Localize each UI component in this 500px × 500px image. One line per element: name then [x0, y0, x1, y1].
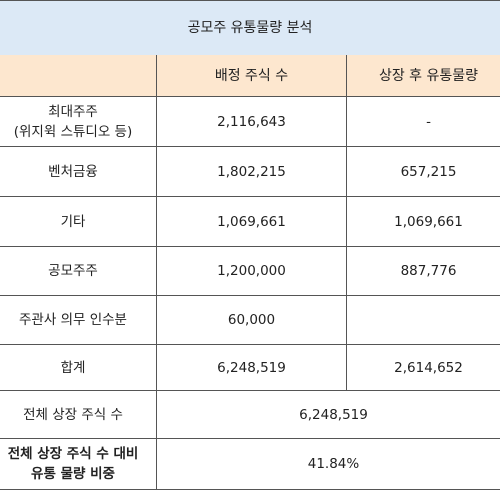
table-title[interactable]: 공모주 유통물량 분석 — [187, 20, 313, 36]
allotted-cell[interactable]: 1,200,000 — [157, 247, 347, 295]
allotted-cell[interactable]: 60,000 — [157, 296, 347, 344]
float-ratio-value[interactable]: 41.84% — [307, 456, 360, 472]
table-row: 기타 1,069,661 1,069,661 — [0, 197, 500, 247]
row-label-cell[interactable]: 최대주주 (위지윅 스튜디오 등) — [0, 97, 157, 146]
total-listed-row: 전체 상장 주식 수 6,248,519 — [0, 391, 500, 439]
allotted-cell[interactable]: 1,802,215 — [157, 147, 347, 196]
header-blank-cell[interactable] — [0, 55, 157, 96]
float-cell[interactable]: - — [426, 113, 431, 130]
row-label-cell[interactable]: 공모주주 — [0, 247, 157, 295]
float-ratio-label-line1: 전체 상장 주식 수 대비 — [7, 446, 139, 462]
row-label-cell[interactable]: 합계 — [0, 345, 157, 390]
float-ratio-row: 전체 상장 주식 수 대비 유통 물량 비중 41.84% — [0, 439, 500, 490]
table-title-row: 공모주 유통물량 분석 — [0, 0, 500, 56]
float-cell[interactable]: 657,215 — [400, 163, 457, 180]
row-label-cell[interactable]: 기타 — [0, 197, 157, 246]
total-listed-value[interactable]: 6,248,519 — [299, 406, 368, 423]
header-float-after-listing[interactable]: 상장 후 유통물량 — [378, 67, 479, 84]
float-cell[interactable] — [347, 296, 500, 344]
table-row: 주관사 의무 인수분 60,000 — [0, 296, 500, 345]
row-label-cell[interactable]: 주관사 의무 인수분 — [0, 296, 157, 344]
row-label-line1: 최대주주 — [48, 103, 98, 120]
float-cell[interactable]: 1,069,661 — [394, 213, 463, 230]
total-listed-label[interactable]: 전체 상장 주식 수 — [0, 391, 157, 438]
float-cell[interactable]: 2,614,652 — [394, 359, 463, 376]
row-label-cell[interactable]: 벤처금융 — [0, 147, 157, 196]
allotted-cell[interactable]: 2,116,643 — [157, 97, 347, 146]
float-ratio-label-line2: 유통 물량 비중 — [31, 466, 115, 482]
table-row: 최대주주 (위지윅 스튜디오 등) 2,116,643 - — [0, 97, 500, 147]
row-label-line2: (위지윅 스튜디오 등) — [13, 123, 133, 140]
header-row: 배정 주식 수 상장 후 유통물량 — [0, 55, 500, 97]
header-allotted-shares[interactable]: 배정 주식 수 — [157, 55, 347, 96]
table-row: 벤처금융 1,802,215 657,215 — [0, 147, 500, 197]
allotted-cell[interactable]: 6,248,519 — [157, 345, 347, 390]
table-row: 공모주주 1,200,000 887,776 — [0, 247, 500, 296]
float-cell[interactable]: 887,776 — [400, 263, 457, 279]
float-ratio-label[interactable]: 전체 상장 주식 수 대비 유통 물량 비중 — [0, 439, 157, 489]
table-row-total: 합계 6,248,519 2,614,652 — [0, 345, 500, 391]
allotted-cell[interactable]: 1,069,661 — [157, 197, 347, 246]
